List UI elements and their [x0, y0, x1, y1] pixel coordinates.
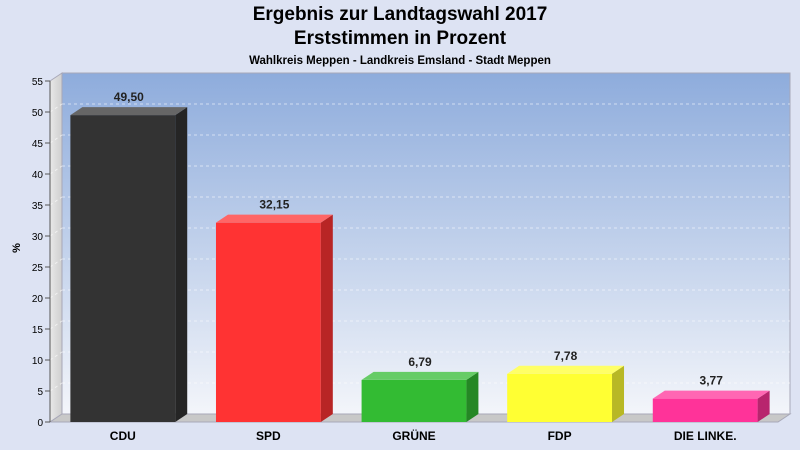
bar-side: [757, 390, 770, 422]
bar-top: [70, 107, 188, 116]
gridline-side: [49, 289, 63, 299]
bar-front: [652, 398, 758, 422]
y-axis-label: %: [11, 243, 23, 253]
gridline-side: [49, 165, 63, 175]
labels: 49,50 CDU 32,15 SPD 6,79 GRÜNE 7,78 FDP 3,77 DIE …: [110, 90, 737, 443]
bar-top: [215, 214, 333, 223]
bar-value-label: 32,15: [259, 198, 289, 212]
y-tick-label: 55: [32, 77, 44, 88]
bar-cdu: [70, 107, 188, 422]
y-tick-label: 5: [37, 387, 43, 398]
bar-side: [320, 214, 333, 422]
gridline-side: [49, 320, 63, 330]
bar-gr-ne: [361, 371, 479, 422]
y-tick-label: 25: [32, 263, 44, 274]
y-tick-label: 35: [32, 201, 44, 212]
gridline-side: [49, 382, 63, 392]
gridline-side: [49, 227, 63, 237]
x-tick-label: SPD: [256, 429, 281, 443]
chart-subtitle: Erststimmen in Prozent: [293, 28, 507, 49]
bar-fdp: [507, 365, 625, 422]
side-wall: [49, 72, 63, 423]
bar-die-linke: [652, 390, 770, 422]
bar-top: [507, 365, 625, 374]
gridline-side: [49, 134, 63, 144]
bar-side: [466, 371, 479, 422]
bar-front: [215, 222, 321, 422]
bar-value-label: 7,78: [554, 349, 578, 363]
y-axis: 0 5 10 15 20 25 30 35 40 45 50 55: [32, 77, 51, 429]
y-tick-label: 30: [32, 232, 44, 243]
gridline-side: [49, 196, 63, 206]
gridline-side: [49, 258, 63, 268]
bar-value-label: 49,50: [114, 90, 144, 104]
bar-value-label: 3,77: [700, 374, 724, 388]
bar-front: [70, 115, 176, 422]
y-tick-label: 40: [32, 170, 44, 181]
y-tick-label: 45: [32, 139, 44, 150]
x-tick-label: FDP: [548, 429, 572, 443]
y-tick-label: 10: [32, 356, 44, 367]
y-tick-label: 50: [32, 108, 44, 119]
bar-spd: [215, 214, 333, 422]
chart-region-subtitle: Wahlkreis Meppen - Landkreis Emsland - S…: [249, 55, 551, 67]
x-tick-label: DIE LINKE.: [674, 429, 737, 443]
gridline-side: [49, 103, 63, 113]
bar-side: [175, 107, 188, 422]
bar-value-label: 6,79: [408, 355, 432, 369]
bar-front: [361, 379, 467, 422]
y-tick-label: 20: [32, 294, 44, 305]
bar-front: [507, 373, 613, 422]
bar-top: [361, 371, 479, 380]
y-tick-label: 15: [32, 325, 44, 336]
x-tick-label: GRÜNE: [392, 428, 435, 443]
chart-title: Ergebnis zur Landtagswahl 2017: [252, 4, 548, 25]
gridline-side: [49, 351, 63, 361]
x-tick-label: CDU: [110, 429, 136, 443]
bar-side: [612, 365, 625, 422]
y-tick-label: 0: [37, 418, 43, 429]
bars: [70, 107, 770, 422]
bar-top: [652, 390, 770, 399]
